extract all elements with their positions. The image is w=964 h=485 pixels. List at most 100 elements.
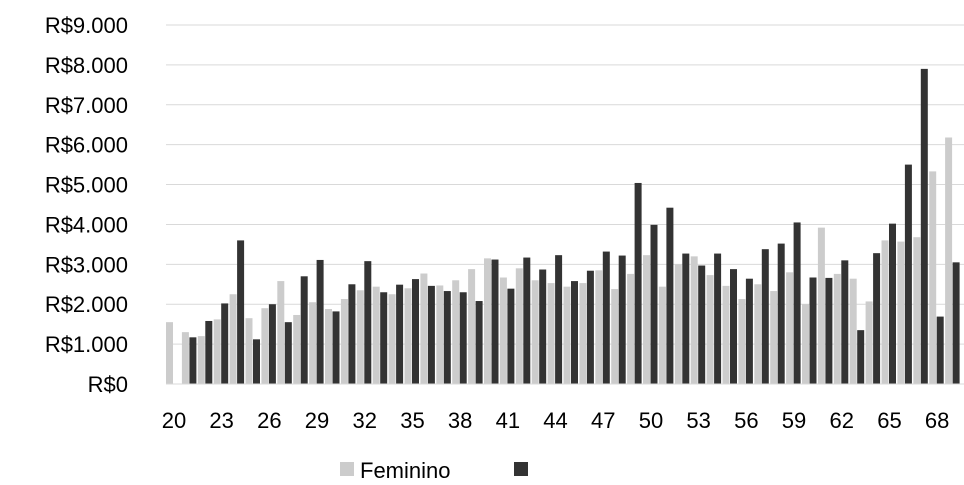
x-tick-label: 47 xyxy=(591,408,615,433)
x-tick-label: 44 xyxy=(543,408,567,433)
bar xyxy=(555,255,563,384)
bar xyxy=(531,280,539,384)
bar xyxy=(268,304,276,384)
bar xyxy=(356,290,364,384)
bar xyxy=(412,279,419,384)
bar xyxy=(745,278,753,384)
x-tick-label: 23 xyxy=(209,408,233,433)
x-tick-label: 20 xyxy=(162,408,186,433)
bar xyxy=(443,291,451,384)
bar xyxy=(698,265,706,384)
bar xyxy=(261,308,269,384)
bar xyxy=(547,283,555,384)
bar xyxy=(229,294,237,384)
bar xyxy=(197,336,205,384)
y-tick-label: R$8.000 xyxy=(45,53,128,78)
bar xyxy=(825,277,833,384)
bar xyxy=(634,182,642,384)
bar xyxy=(817,227,825,384)
bar xyxy=(277,281,285,384)
bar xyxy=(404,288,412,384)
bar xyxy=(300,276,308,384)
bar xyxy=(181,332,189,384)
bar xyxy=(396,284,404,384)
bar xyxy=(325,309,332,384)
bar xyxy=(793,222,801,384)
bar xyxy=(372,286,380,384)
x-tick-label: 53 xyxy=(686,408,710,433)
bar xyxy=(674,264,682,384)
bar xyxy=(468,269,476,384)
bar xyxy=(786,272,794,384)
y-tick-label: R$3.000 xyxy=(45,252,128,277)
bar xyxy=(809,277,817,384)
bar xyxy=(293,314,301,384)
bar xyxy=(611,289,619,384)
y-tick-label: R$7.000 xyxy=(45,93,128,118)
bar xyxy=(627,273,635,384)
bar xyxy=(221,303,229,384)
bar xyxy=(245,318,253,384)
bar xyxy=(904,164,912,384)
y-tick-label: R$4.000 xyxy=(45,212,128,237)
bar xyxy=(643,255,650,384)
bar xyxy=(205,320,213,384)
x-tick-label: 59 xyxy=(782,408,806,433)
x-tick-label: 65 xyxy=(877,408,901,433)
bar xyxy=(507,288,515,384)
bar xyxy=(857,330,865,384)
bar xyxy=(913,237,921,384)
bar xyxy=(714,253,722,384)
bar xyxy=(952,262,960,384)
x-tick-label: 38 xyxy=(448,408,472,433)
bar xyxy=(889,223,896,384)
bar xyxy=(452,280,460,384)
y-tick-label: R$5.000 xyxy=(45,173,128,198)
x-tick-label: 29 xyxy=(305,408,329,433)
bar xyxy=(563,286,571,384)
bar xyxy=(706,275,714,384)
bar xyxy=(690,256,698,384)
y-tick-label: R$0 xyxy=(88,372,128,397)
bar xyxy=(484,258,491,384)
bar xyxy=(380,292,388,384)
bar xyxy=(849,278,857,384)
y-tick-label: R$9.000 xyxy=(45,13,128,38)
bar xyxy=(420,273,428,384)
legend-swatch-series-2 xyxy=(514,462,528,476)
bar xyxy=(459,292,467,384)
x-tick-label: 41 xyxy=(496,408,520,433)
y-tick-label: R$2.000 xyxy=(45,292,128,317)
bar xyxy=(666,207,674,384)
bar xyxy=(777,243,785,384)
bar xyxy=(802,304,809,384)
bar xyxy=(754,284,762,384)
bar xyxy=(253,339,260,384)
x-tick-label: 32 xyxy=(353,408,377,433)
bar xyxy=(491,259,499,384)
bar xyxy=(881,240,889,384)
bar xyxy=(316,259,324,384)
bar xyxy=(595,270,603,384)
bar xyxy=(388,294,396,384)
bar xyxy=(475,301,483,384)
bar xyxy=(309,302,317,384)
legend-label-feminino: Feminino xyxy=(360,458,450,483)
gridlines xyxy=(166,24,964,345)
bar xyxy=(166,322,173,384)
bar xyxy=(833,273,841,384)
bar xyxy=(189,337,197,384)
bar xyxy=(730,269,737,384)
x-tick-label: 68 xyxy=(925,408,949,433)
bar xyxy=(761,249,769,384)
bar xyxy=(929,171,937,384)
x-tick-label: 62 xyxy=(830,408,854,433)
bar xyxy=(738,299,746,384)
bar xyxy=(873,253,881,384)
bar xyxy=(658,286,666,384)
x-tick-label: 35 xyxy=(400,408,424,433)
bar xyxy=(579,283,587,384)
bars xyxy=(166,68,960,384)
bar xyxy=(539,269,547,384)
bar xyxy=(523,257,531,384)
